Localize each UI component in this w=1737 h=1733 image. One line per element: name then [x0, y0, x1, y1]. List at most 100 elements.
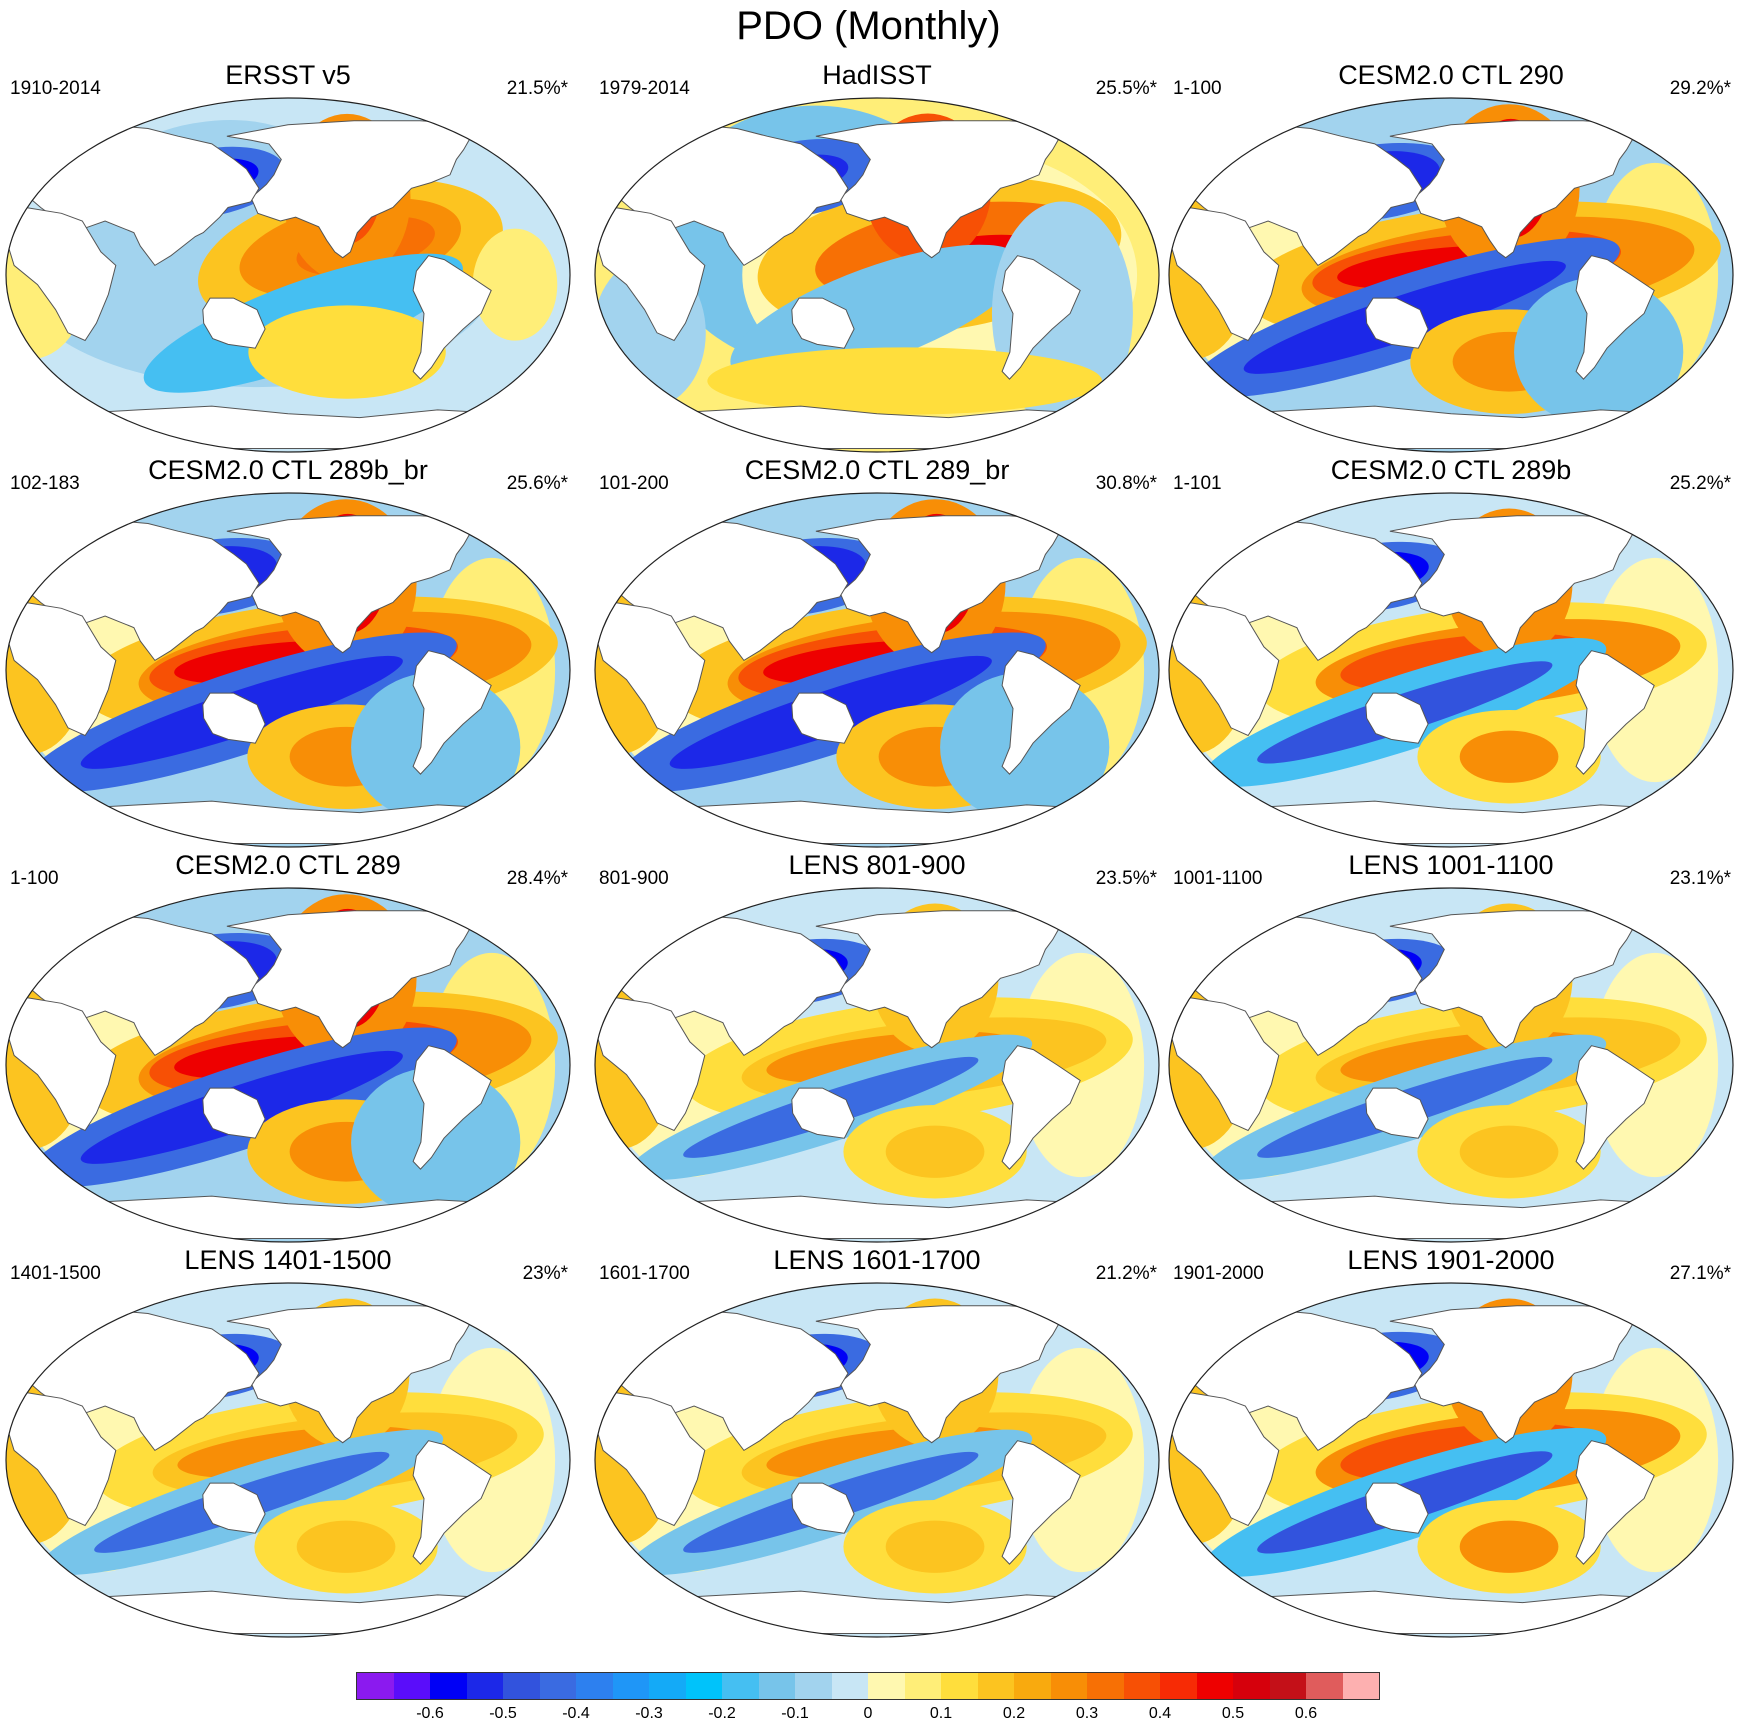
sst-map — [594, 492, 1160, 848]
land-mask — [1001, 650, 1081, 775]
colorbar-swatch — [649, 1673, 686, 1699]
land-mask — [7, 206, 117, 342]
panel-title: CESM2.0 CTL 289 — [175, 850, 401, 880]
colorbar-swatch — [758, 1673, 795, 1699]
map — [0, 485, 576, 855]
colorbar-swatch — [357, 1673, 394, 1699]
map-panel: LENS 801-900 801-900 23.5%* — [589, 850, 1165, 1250]
sst-map — [5, 1282, 571, 1638]
map — [0, 1275, 576, 1645]
panel-title: LENS 1601-1700 — [773, 1245, 981, 1275]
sst-map — [1168, 887, 1734, 1243]
anomaly-region — [1459, 1125, 1559, 1178]
panel-title: ERSST v5 — [225, 60, 351, 90]
colorbar-swatch — [539, 1673, 576, 1699]
colorbar-swatch — [1306, 1673, 1343, 1699]
colorbar-swatch — [795, 1673, 832, 1699]
colorbar-tick-label: -0.4 — [562, 1705, 590, 1722]
anomaly-region — [885, 1520, 985, 1573]
land-mask — [7, 996, 117, 1132]
colorbar-swatch — [1233, 1673, 1270, 1699]
colorbar-swatch — [430, 1673, 467, 1699]
panel-variance-explained: 29.2%* — [1669, 78, 1731, 99]
panel-variance-explained: 28.4%* — [506, 868, 568, 889]
panel-variance-explained: 25.5%* — [1095, 78, 1157, 99]
panel-period: 102-183 — [10, 473, 80, 494]
colorbar-tick-label: -0.3 — [635, 1705, 663, 1722]
land-mask — [412, 1045, 492, 1170]
map-panel: ERSST v5 1910-2014 21.5%* — [0, 60, 576, 460]
panel-title: LENS 1001-1100 — [1348, 850, 1554, 880]
sst-map — [5, 97, 571, 453]
map — [589, 90, 1165, 460]
panel-variance-explained: 21.5%* — [506, 78, 568, 99]
sst-map — [5, 492, 571, 848]
land-mask — [1575, 1440, 1655, 1565]
panel-variance-explained: 30.8%* — [1095, 473, 1157, 494]
sst-map — [594, 887, 1160, 1243]
land-mask — [1170, 206, 1280, 342]
panel-title: CESM2.0 CTL 290 — [1338, 60, 1564, 90]
anomaly-region — [296, 1520, 396, 1573]
colorbar-tick-label: 0.3 — [1075, 1705, 1099, 1722]
colorbar-swatch — [722, 1673, 759, 1699]
colorbar-tick-label: 0.2 — [1002, 1705, 1026, 1722]
land-mask — [1365, 297, 1429, 349]
colorbar-swatch — [1050, 1673, 1087, 1699]
panel-period: 1601-1700 — [599, 1263, 690, 1284]
land-mask — [1575, 650, 1655, 775]
page-title: PDO (Monthly) — [736, 4, 1001, 48]
panel-period: 1979-2014 — [599, 78, 690, 99]
map-panel: CESM2.0 CTL 289b_br 102-183 25.6%* — [0, 455, 576, 855]
land-mask — [1001, 1440, 1081, 1565]
land-mask — [1575, 1045, 1655, 1170]
map — [589, 1275, 1165, 1645]
map-panel: LENS 1601-1700 1601-1700 21.2%* — [589, 1245, 1165, 1645]
land-mask — [791, 1087, 855, 1139]
land-mask — [1170, 1391, 1280, 1527]
map-panel: HadISST 1979-2014 25.5%* — [589, 60, 1165, 460]
colorbar-swatch — [466, 1673, 503, 1699]
land-mask — [791, 1482, 855, 1534]
land-mask — [596, 996, 706, 1132]
land-mask — [412, 255, 492, 380]
map — [1163, 90, 1737, 460]
panel-period: 1-101 — [1173, 473, 1222, 494]
panel-period: 1910-2014 — [10, 78, 101, 99]
sst-map — [5, 887, 571, 1243]
land-mask — [412, 1440, 492, 1565]
panel-period: 1-100 — [10, 868, 59, 889]
colorbar: -0.6 -0.5 -0.4 -0.3 -0.2 -0.1 0 0.1 0.2 0.3 0.4 0.5… — [356, 1672, 1380, 1729]
sst-map — [594, 97, 1160, 453]
land-mask — [202, 1087, 266, 1139]
colorbar-tick-label: 0 — [863, 1705, 873, 1722]
colorbar-swatch — [868, 1673, 905, 1699]
colorbar-tick-label: -0.6 — [416, 1705, 444, 1722]
land-mask — [596, 601, 706, 737]
colorbar-swatch — [576, 1673, 613, 1699]
land-mask — [412, 650, 492, 775]
anomaly-region — [885, 1125, 985, 1178]
anomaly-region — [707, 347, 1103, 415]
colorbar-swatch — [1014, 1673, 1051, 1699]
colorbar-tick-label: 0.6 — [1294, 1705, 1318, 1722]
sst-map — [1168, 97, 1734, 453]
land-mask — [791, 297, 855, 349]
land-mask — [1170, 996, 1280, 1132]
anomaly-region — [1459, 1520, 1559, 1573]
colorbar-tick-label: -0.1 — [781, 1705, 809, 1722]
anomaly-region — [248, 305, 446, 399]
anomaly-region — [1459, 730, 1559, 783]
map — [589, 880, 1165, 1250]
colorbar-tick-label: -0.2 — [708, 1705, 736, 1722]
map — [1163, 485, 1737, 855]
panel-title: LENS 801-900 — [788, 850, 966, 880]
colorbar-tick-label: 0.5 — [1221, 1705, 1245, 1722]
panel-variance-explained: 21.2%* — [1095, 1263, 1157, 1284]
land-mask — [202, 692, 266, 744]
panel-period: 1001-1100 — [1173, 868, 1263, 889]
sst-map — [594, 1282, 1160, 1638]
colorbar-swatch — [1196, 1673, 1233, 1699]
panel-variance-explained: 25.6%* — [506, 473, 568, 494]
colorbar-tick-label: 0.4 — [1148, 1705, 1172, 1722]
